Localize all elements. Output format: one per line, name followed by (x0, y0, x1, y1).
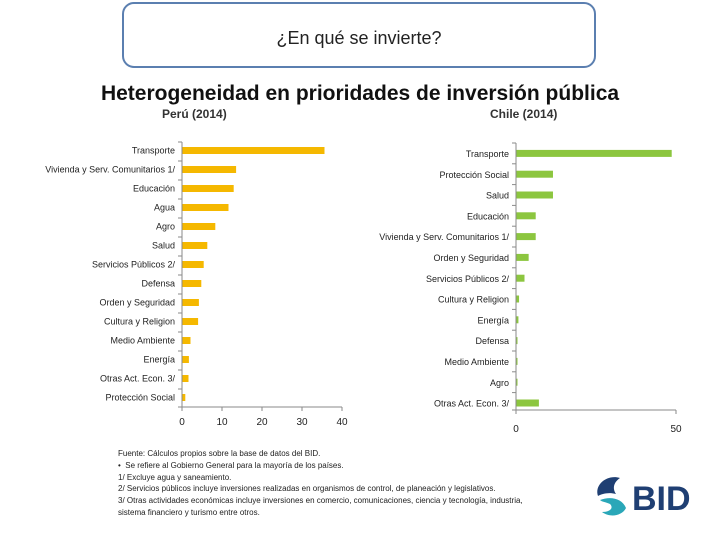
peru-category-label: Defensa (141, 279, 175, 289)
note-3-cont: sistema financiero y turismo entre otros… (118, 507, 260, 517)
peru-bar (182, 280, 202, 287)
footnotes: Fuente: Cálculos propios sobre la base d… (118, 448, 598, 519)
peru-bar (182, 318, 199, 325)
peru-bar (182, 166, 237, 173)
chile-bar (516, 357, 518, 365)
chile-x-tick-label: 0 (513, 424, 519, 435)
peru-category-label: Educación (133, 184, 175, 194)
chile-category-label: Agro (490, 378, 509, 388)
peru-chart-title: Perú (2014) (162, 107, 227, 121)
peru-category-label: Vivienda y Serv. Comunitarios 1/ (45, 165, 175, 175)
note-bullet: • (118, 460, 121, 470)
peru-x-tick-label: 0 (179, 417, 185, 428)
chile-x-tick-label: 50 (670, 424, 682, 435)
bid-logo: BID (597, 477, 691, 518)
logo-text: BID (632, 480, 691, 518)
chile-category-label: Educación (467, 211, 509, 221)
chile-bar (516, 378, 518, 386)
slide-title: ¿En qué se invierte? (276, 27, 442, 48)
note-1: 1/ Excluye agua y saneamiento. (118, 472, 232, 482)
chile-bar (516, 399, 539, 407)
chile-bar (516, 316, 519, 324)
chile-bar (516, 274, 525, 282)
chile-bar (516, 191, 553, 199)
chile-category-label: Orden y Seguridad (433, 253, 509, 263)
peru-category-label: Cultura y Religion (104, 317, 175, 327)
peru-bar (182, 242, 208, 249)
chile-category-label: Salud (486, 191, 509, 201)
peru-x-tick-label: 30 (296, 417, 308, 428)
main-heading: Heterogeneidad en prioridades de inversi… (100, 82, 620, 105)
peru-bar (182, 223, 216, 230)
peru-category-label: Transporte (132, 146, 175, 156)
peru-x-tick-label: 10 (216, 417, 228, 428)
chile-bar (516, 212, 536, 220)
chile-category-label: Protección Social (439, 170, 509, 180)
peru-bar (182, 185, 234, 192)
peru-category-label: Agua (154, 203, 175, 213)
peru-bar (182, 299, 199, 306)
peru-bar (182, 394, 186, 401)
peru-bar (182, 147, 325, 154)
note-3: 3/ Otras actividades económicas incluye … (118, 496, 523, 506)
chile-bar (516, 253, 529, 261)
peru-bar (182, 204, 229, 211)
logo-swoosh-top (597, 477, 620, 496)
chile-category-label: Transporte (466, 149, 509, 159)
peru-bar (182, 375, 189, 382)
slide-title-box: ¿En qué se invierte? (122, 2, 596, 68)
chile-category-label: Cultura y Religion (438, 295, 509, 305)
chile-bar (516, 233, 536, 241)
chile-category-label: Otras Act. Econ. 3/ (434, 399, 510, 409)
peru-bar (182, 337, 191, 344)
peru-category-label: Medio Ambiente (110, 336, 175, 346)
note-general-government-text: Se refiere al Gobierno General para la m… (125, 460, 344, 470)
peru-category-label: Otras Act. Econ. 3/ (100, 374, 176, 384)
peru-category-label: Energía (143, 355, 175, 365)
chile-chart-title: Chile (2014) (490, 107, 558, 121)
peru-x-tick-label: 20 (256, 417, 268, 428)
chile-category-label: Vivienda y Serv. Comunitarios 1/ (379, 232, 509, 242)
note-2: 2/ Servicios públicos incluye inversione… (118, 484, 496, 494)
peru-category-label: Salud (152, 241, 175, 251)
chile-bar (516, 295, 520, 303)
peru-category-label: Servicios Públicos 2/ (92, 260, 176, 270)
chile-category-label: Energía (477, 315, 509, 325)
note-source: Fuente: Cálculos propios sobre la base d… (118, 449, 321, 458)
chile-category-label: Defensa (475, 336, 509, 346)
peru-x-tick-label: 40 (336, 417, 348, 428)
peru-category-label: Protección Social (105, 393, 175, 403)
note-general-government: • Se refiere al Gobierno General para la… (118, 460, 598, 472)
chile-bar (516, 149, 672, 157)
peru-bar (182, 261, 204, 268)
peru-category-label: Agro (156, 222, 175, 232)
chile-category-label: Medio Ambiente (444, 357, 509, 367)
chile-category-label: Servicios Públicos 2/ (426, 274, 510, 284)
peru-category-label: Orden y Seguridad (99, 298, 175, 308)
chile-bar (516, 337, 518, 345)
logo-swoosh-bottom (600, 498, 626, 516)
chile-bar (516, 170, 553, 178)
peru-bar (182, 356, 189, 363)
